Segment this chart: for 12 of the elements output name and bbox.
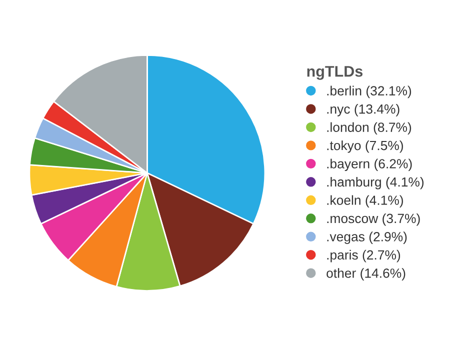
legend-label: .berlin (32.1%)	[327, 86, 412, 98]
legend-title: ngTLDs	[307, 66, 363, 80]
legend-label: .vegas (2.9%)	[327, 232, 407, 244]
legend-label: .moscow (3.7%)	[327, 213, 420, 226]
legend-label: other (14.6%)	[326, 268, 406, 280]
legend-label: .koeln (4.1%)	[327, 195, 403, 208]
legend-label: .bayern (6.2%)	[327, 158, 412, 172]
legend-label: .london (8.7%)	[327, 122, 412, 135]
legend-label: .paris (2.7%)	[327, 250, 400, 262]
legend-label: .tokyo (7.5%)	[327, 140, 403, 153]
legend-label: .nyc (13.4%)	[327, 104, 400, 116]
legend-label: .hamburg (4.1%)	[327, 176, 424, 190]
